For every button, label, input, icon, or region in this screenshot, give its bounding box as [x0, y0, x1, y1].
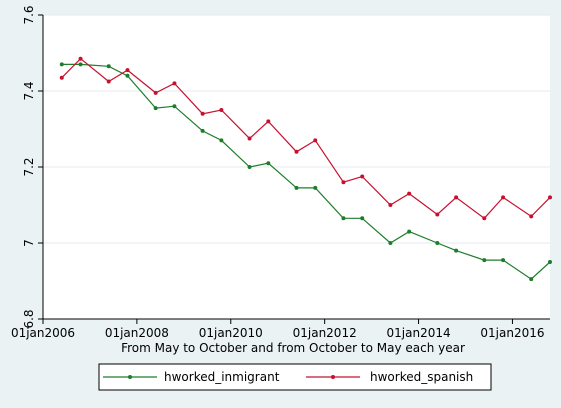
legend-label-hworked-spanish: hworked_spanish	[370, 370, 473, 384]
x-tick-label: 01jan2008	[105, 326, 169, 340]
data-point-hworked-inmigrant	[200, 128, 205, 133]
legend-label-hworked-inmigrant: hworked_inmigrant	[164, 370, 280, 384]
data-point-hworked-spanish	[153, 90, 158, 95]
data-point-hworked-spanish	[407, 191, 412, 196]
legend-marker-hworked-inmigrant	[128, 375, 132, 379]
data-point-hworked-inmigrant	[78, 62, 83, 67]
y-tick-label: 7	[22, 239, 36, 247]
data-point-hworked-spanish	[247, 136, 252, 141]
data-point-hworked-spanish	[106, 79, 111, 84]
data-point-hworked-spanish	[529, 214, 534, 219]
data-point-hworked-spanish	[360, 174, 365, 179]
series-line-hworked-inmigrant	[61, 63, 551, 280]
data-point-hworked-spanish	[454, 195, 459, 200]
series-layer	[59, 56, 552, 282]
data-point-hworked-inmigrant	[153, 106, 158, 111]
data-point-hworked-inmigrant	[266, 161, 271, 166]
y-tick-label: 7.2	[22, 157, 36, 176]
data-point-hworked-inmigrant	[106, 64, 111, 69]
data-point-hworked-spanish	[435, 212, 440, 217]
series-hworked-inmigrant	[59, 62, 552, 282]
y-tick-label: 7.4	[22, 81, 36, 100]
y-tick-label: 6.8	[22, 309, 36, 328]
data-point-hworked-inmigrant	[172, 104, 177, 109]
data-point-hworked-inmigrant	[454, 248, 459, 253]
data-point-hworked-spanish	[501, 195, 506, 200]
y-tick-label: 7.6	[22, 5, 36, 24]
legend-box	[98, 363, 492, 391]
data-point-hworked-spanish	[172, 81, 177, 86]
data-point-hworked-inmigrant	[247, 165, 252, 169]
data-point-hworked-inmigrant	[529, 277, 534, 282]
data-point-hworked-inmigrant	[407, 229, 412, 234]
data-point-hworked-inmigrant	[548, 260, 552, 264]
data-point-hworked-inmigrant	[360, 216, 365, 221]
data-point-hworked-spanish	[200, 111, 205, 116]
x-tick-label: 01jan2012	[293, 326, 357, 340]
x-axis-title: From May to October and from October to …	[121, 341, 465, 355]
legend-marker-hworked-spanish	[331, 375, 335, 379]
series-hworked-spanish	[59, 56, 552, 221]
data-point-hworked-spanish	[341, 180, 346, 185]
data-point-hworked-inmigrant	[388, 241, 393, 245]
data-point-hworked-inmigrant	[125, 73, 130, 78]
x-tick-label: 01jan2016	[480, 326, 544, 340]
data-point-hworked-inmigrant	[501, 258, 506, 263]
data-point-hworked-spanish	[266, 119, 271, 124]
x-tick-label: 01jan2014	[387, 326, 451, 340]
data-point-hworked-spanish	[294, 149, 299, 154]
x-tick-label: 01jan2006	[11, 326, 75, 340]
data-point-hworked-inmigrant	[313, 185, 318, 190]
data-point-hworked-spanish	[313, 138, 318, 143]
data-point-hworked-spanish	[388, 203, 393, 207]
x-axis-ticks: 01jan2006 01jan2008 01jan2010 01jan2012 01ja…	[11, 319, 544, 340]
data-point-hworked-inmigrant	[59, 62, 64, 67]
data-point-hworked-spanish	[219, 108, 224, 112]
series-line-hworked-spanish	[61, 57, 551, 220]
data-point-hworked-spanish	[125, 68, 130, 73]
x-tick-label: 01jan2010	[199, 326, 263, 340]
data-point-hworked-spanish	[59, 75, 64, 80]
data-point-hworked-inmigrant	[482, 258, 487, 263]
data-point-hworked-spanish	[548, 195, 552, 200]
y-axis-ticks: 6.8 7 7.2 7.4 7.6	[22, 5, 43, 329]
gridlines	[43, 14, 550, 244]
data-point-hworked-inmigrant	[219, 138, 224, 143]
data-point-hworked-spanish	[482, 216, 487, 221]
legend: hworked_inmigrant hworked_spanish	[98, 363, 492, 391]
data-point-hworked-inmigrant	[294, 185, 299, 190]
data-point-hworked-inmigrant	[435, 241, 440, 245]
data-point-hworked-spanish	[78, 56, 83, 61]
data-point-hworked-inmigrant	[341, 216, 346, 221]
